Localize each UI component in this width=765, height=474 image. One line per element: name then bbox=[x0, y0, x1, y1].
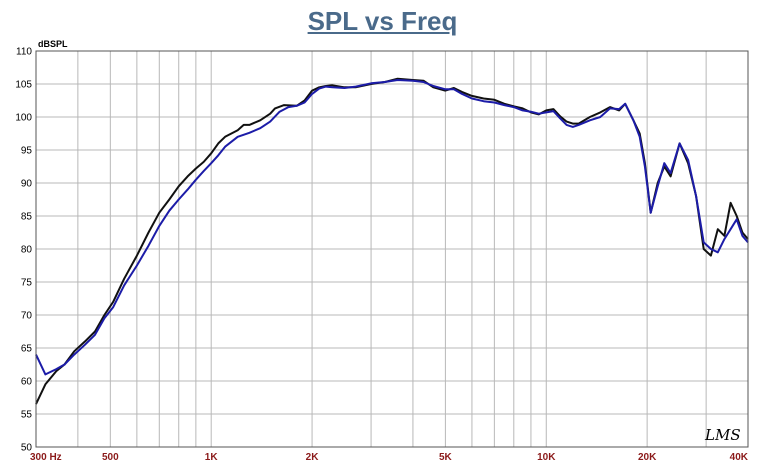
y-tick-label: 50 bbox=[21, 443, 33, 454]
series-layer bbox=[35, 77, 749, 405]
y-axis-unit-label: dBSPL bbox=[38, 39, 68, 49]
x-tick-label: 300 Hz bbox=[30, 452, 62, 463]
x-tick-labels: 300 Hz 500 1K 2K 5K 10K 20K 40K bbox=[30, 452, 749, 463]
plot-frame bbox=[35, 50, 749, 448]
x-tick-label: 2K bbox=[306, 452, 320, 463]
y-tick-label: 90 bbox=[21, 179, 33, 190]
series-line-2 bbox=[35, 79, 749, 376]
x-tick-label: 5K bbox=[439, 452, 453, 463]
chart-title: SPL vs Freq bbox=[307, 6, 458, 36]
lms-watermark: LMS bbox=[704, 426, 741, 444]
x-tick-label: 1K bbox=[205, 452, 219, 463]
y-tick-label: 75 bbox=[21, 278, 33, 289]
y-tick-label: 80 bbox=[21, 245, 33, 256]
x-tick-label: 20K bbox=[638, 452, 657, 463]
series-line-1 bbox=[35, 77, 749, 405]
y-tick-label: 85 bbox=[21, 212, 33, 223]
y-tick-label: 95 bbox=[21, 146, 33, 157]
grid bbox=[36, 50, 748, 448]
y-tick-label: 70 bbox=[21, 311, 33, 322]
x-tick-label: 40K bbox=[730, 452, 749, 463]
y-tick-labels: 50 55 60 65 70 75 80 85 90 95 100 105 110 bbox=[15, 47, 32, 454]
x-tick-label: 10K bbox=[537, 452, 556, 463]
y-tick-label: 65 bbox=[21, 344, 33, 355]
y-tick-label: 110 bbox=[16, 47, 32, 58]
x-tick-label: 500 bbox=[102, 452, 119, 463]
y-tick-label: 100 bbox=[15, 113, 32, 124]
y-tick-label: 60 bbox=[21, 377, 33, 388]
y-tick-label: 105 bbox=[15, 80, 32, 91]
y-tick-label: 55 bbox=[21, 410, 33, 421]
